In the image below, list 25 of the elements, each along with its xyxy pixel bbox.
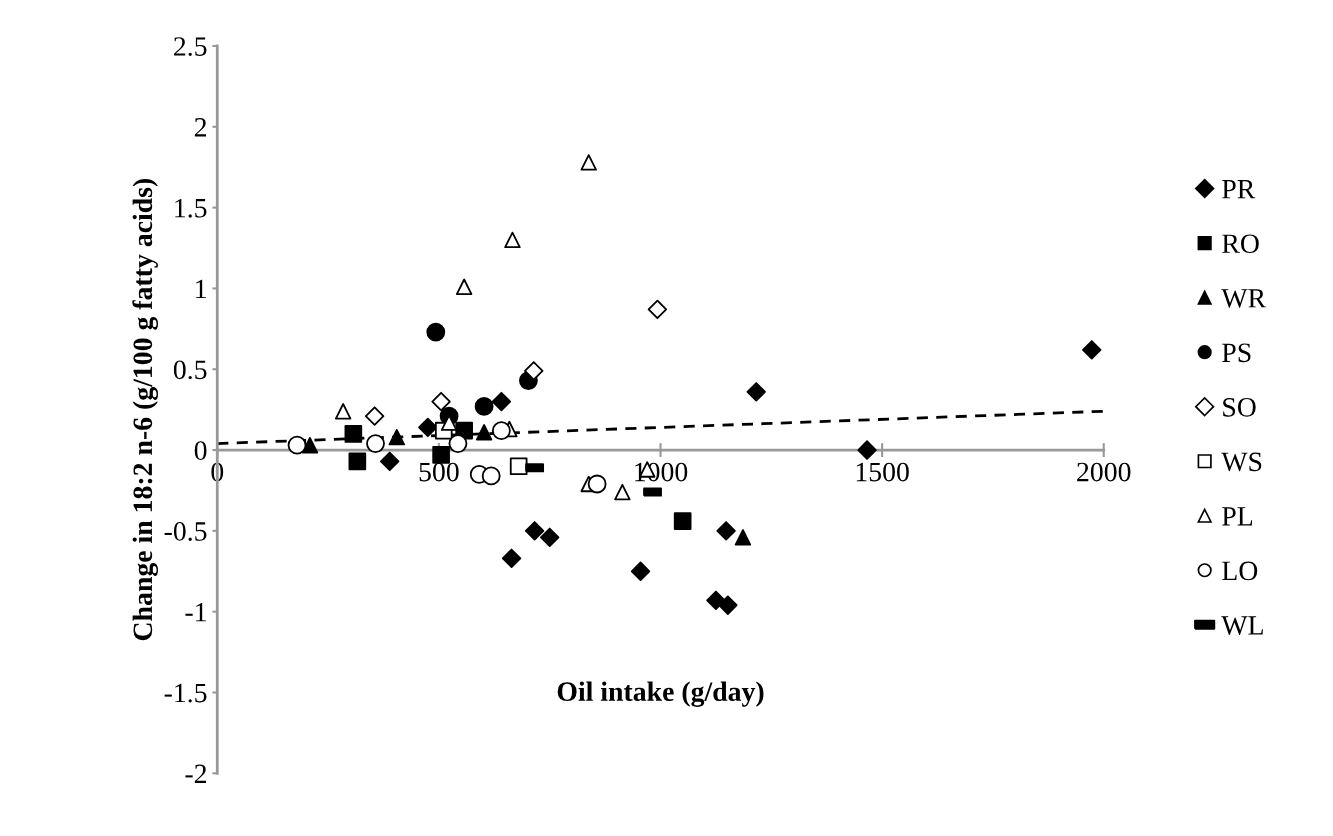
y-tick-label: -2 bbox=[185, 764, 207, 783]
legend-label: RO bbox=[1222, 234, 1259, 254]
x-tick-label: 0 bbox=[211, 462, 224, 482]
legend-label: LO bbox=[1222, 561, 1258, 581]
y-tick-label: 0 bbox=[194, 441, 207, 460]
x-axis-title: Oil intake (g/day) bbox=[557, 681, 764, 707]
x-tick-label: 1500 bbox=[856, 462, 909, 482]
y-tick-label: 2.5 bbox=[174, 37, 207, 57]
y-tick-label: 2 bbox=[194, 118, 207, 137]
x-tick-label: 2000 bbox=[1077, 462, 1131, 482]
legend-label: WL bbox=[1221, 616, 1263, 635]
y-tick-label: -1 bbox=[185, 602, 206, 622]
x-tick-label: 500 bbox=[419, 462, 459, 482]
y-tick-label: 0.5 bbox=[173, 360, 207, 380]
legend-label: SO bbox=[1223, 398, 1256, 417]
legend-label: WS bbox=[1221, 452, 1262, 472]
legend-label: WR bbox=[1221, 289, 1267, 308]
y-tick-label: -0.5 bbox=[164, 522, 207, 541]
legend-label: PL bbox=[1222, 507, 1253, 526]
legend-label: PR bbox=[1222, 180, 1256, 199]
y-tick-label: 1.5 bbox=[175, 198, 207, 218]
y-axis-title: Change in 18:2 n-6 (g/100 g fatty acids) bbox=[132, 178, 159, 641]
y-tick-label: -1.5 bbox=[164, 683, 207, 703]
y-tick-label: 1 bbox=[196, 279, 206, 299]
legend-label: PS bbox=[1222, 343, 1251, 363]
